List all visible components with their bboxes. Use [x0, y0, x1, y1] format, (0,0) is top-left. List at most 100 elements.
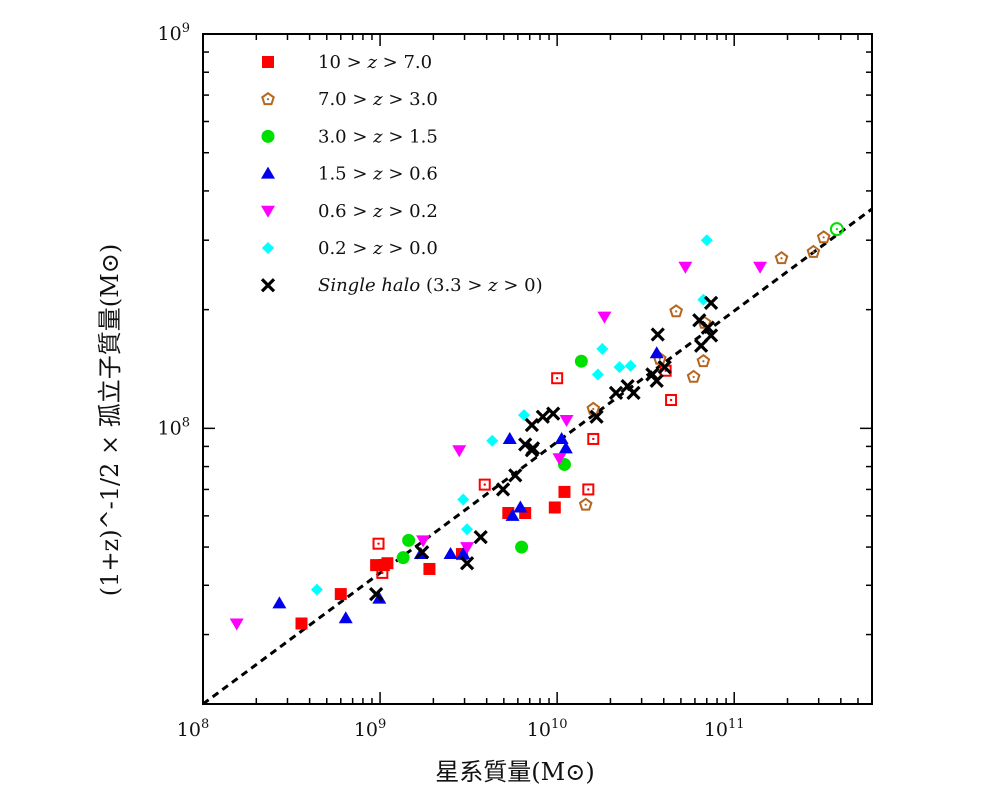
legend-item: Single halo (3.3 > z > 0): [260, 275, 543, 296]
legend-label-part: (3.3 >: [420, 275, 488, 296]
x-tick-labels: 108 109 1010 1011: [177, 717, 745, 741]
legend-label-part: > 0.2: [383, 201, 438, 222]
fit-line: [202, 207, 873, 706]
data-point: [460, 542, 475, 555]
legend-marker: [260, 278, 276, 293]
legend-item: 0.2 > z > 0.0: [262, 238, 438, 259]
marker-center-dot: [669, 398, 673, 402]
data-point: [554, 431, 569, 444]
marker-outline: [551, 372, 564, 385]
data-point: [597, 311, 612, 324]
data-point: [678, 261, 693, 274]
marker-center-dot: [555, 377, 559, 380]
data-point: [806, 244, 821, 258]
data-point: [558, 441, 573, 454]
marker-outline: [582, 483, 595, 496]
x-tick-label: 1010: [527, 717, 568, 741]
marker-center-dot: [812, 250, 815, 254]
legend: 10 > z > 7.0 7.0 > z > 3.0 3.0 > z > 1.5 1.…: [260, 52, 543, 296]
marker-stroke: [415, 545, 430, 560]
marker-outline: [587, 432, 600, 445]
legend-label-part: > 1.5: [383, 126, 438, 147]
legend-label: 1.5 > z > 0.6: [318, 164, 438, 185]
y-tick-label: 108: [158, 415, 190, 439]
marker-center-dot: [266, 98, 270, 101]
data-point: [774, 250, 789, 265]
data-point: [456, 547, 471, 560]
data-point: [396, 551, 410, 565]
data-point: [596, 342, 609, 355]
legend-label-part: 3.0 >: [318, 126, 373, 147]
legend-label-part: 0.6 >: [318, 201, 373, 222]
legend-marker: [262, 56, 274, 68]
legend-label-part: > 0.0: [383, 238, 438, 259]
data-point: [703, 295, 719, 311]
legend-label-part: z: [366, 52, 377, 73]
legend-label-part: z: [372, 126, 383, 147]
legend-label-part: 10 >: [318, 52, 367, 73]
data-point: [338, 611, 353, 624]
legend-label-part: z: [372, 164, 383, 185]
data-point: [700, 234, 713, 247]
marker-center-dot: [483, 483, 486, 486]
data-point: [478, 478, 491, 491]
marker-center-dot: [692, 375, 695, 379]
data-point: [423, 562, 436, 575]
legend-marker: [261, 129, 275, 143]
x-tick-label: 109: [354, 717, 386, 741]
series-5: [272, 346, 664, 624]
legend-label: 0.2 > z > 0.0: [318, 238, 438, 259]
data-point: [591, 368, 604, 381]
data-point: [582, 483, 595, 496]
marker-stroke: [535, 409, 550, 424]
legend-label-part: > 7.0: [377, 52, 432, 73]
data-point: [473, 529, 488, 545]
series-3: [396, 354, 588, 565]
data-point: [505, 508, 520, 521]
legend-marker: [262, 242, 274, 254]
marker-center-dot: [377, 542, 380, 545]
legend-label-part: > 0): [498, 275, 543, 296]
legend-label-part: 7.0 >: [318, 89, 373, 110]
legend-label-part: z: [372, 238, 383, 259]
legend-marker: [261, 166, 275, 179]
legend-label-part: z: [372, 89, 383, 110]
marker-center-dot: [592, 407, 595, 411]
marker-stroke: [620, 378, 635, 394]
data-point: [589, 409, 604, 424]
marker-stroke: [657, 359, 672, 375]
marker-outline: [261, 91, 275, 106]
series-4: [829, 222, 844, 237]
data-point: [649, 346, 664, 359]
data-point: [558, 485, 571, 498]
data-point: [461, 523, 474, 536]
legend-label-part: z: [372, 201, 383, 222]
marker-stroke: [649, 373, 664, 388]
series-8: [368, 295, 719, 602]
series-7: [310, 234, 713, 596]
marker-center-dot: [584, 503, 587, 506]
legend-item: 7.0 > z > 3.0: [261, 89, 438, 110]
marker-outline: [696, 353, 711, 368]
data-point: [508, 468, 523, 483]
marker-center-dot: [822, 236, 825, 239]
marker-center-dot: [381, 571, 384, 575]
data-point: [613, 361, 626, 374]
legend-item: 0.6 > z > 0.2: [261, 201, 438, 222]
legend-label-part: 1.5 >: [318, 164, 373, 185]
marker-center-dot: [658, 357, 661, 361]
data-point: [334, 588, 347, 601]
x-tick-label: 1011: [704, 717, 745, 741]
marker-outline: [478, 478, 491, 491]
data-point: [459, 556, 475, 571]
y-tick-labels: 108 109: [158, 21, 190, 439]
data-points: [229, 222, 844, 631]
marker-stroke: [546, 406, 561, 421]
x-tick-label: 108: [177, 717, 209, 741]
marker-stroke: [650, 327, 665, 342]
data-point: [624, 359, 637, 372]
marker-stroke: [703, 295, 719, 311]
marker-stroke: [608, 385, 624, 401]
data-point: [829, 222, 844, 237]
